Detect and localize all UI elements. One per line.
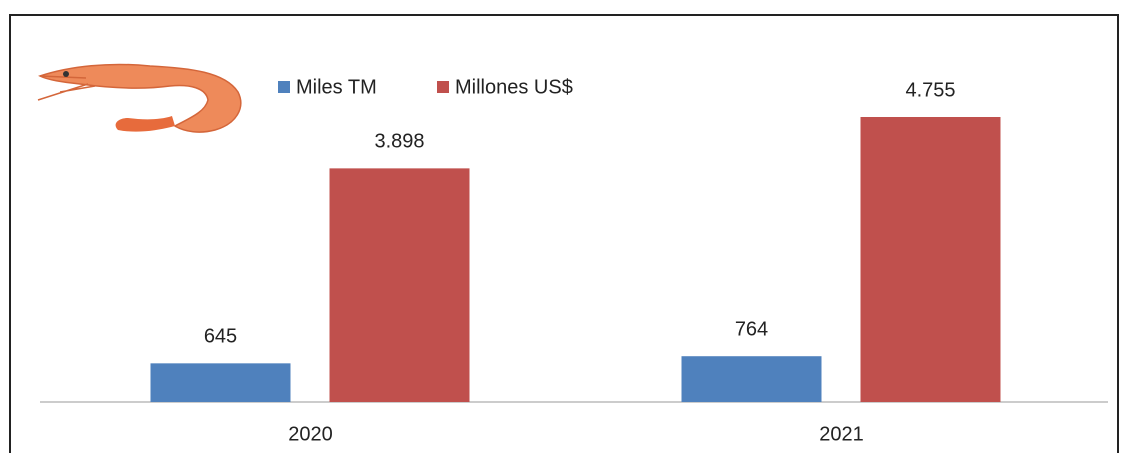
data-label: 764 [735,318,768,340]
legend-swatch [278,81,290,93]
shrimp-icon [37,63,242,133]
x-tick-label: 2021 [819,423,864,445]
shrimp-body [38,63,242,133]
legend-label: Millones US$ [455,76,573,98]
shrimp-antennae [37,75,96,101]
shrimp-eye [63,71,69,77]
bar [681,356,822,402]
bar [860,117,1001,402]
data-label: 4.755 [905,79,955,101]
legend-swatch [437,81,449,93]
data-label: 3.898 [374,131,424,153]
bar [329,168,470,402]
chart-frame [9,14,1119,453]
data-label: 645 [204,326,237,348]
shrimp-tail [115,116,175,132]
bar [150,363,291,402]
legend-label: Miles TM [296,76,377,98]
x-tick-label: 2020 [288,423,333,445]
